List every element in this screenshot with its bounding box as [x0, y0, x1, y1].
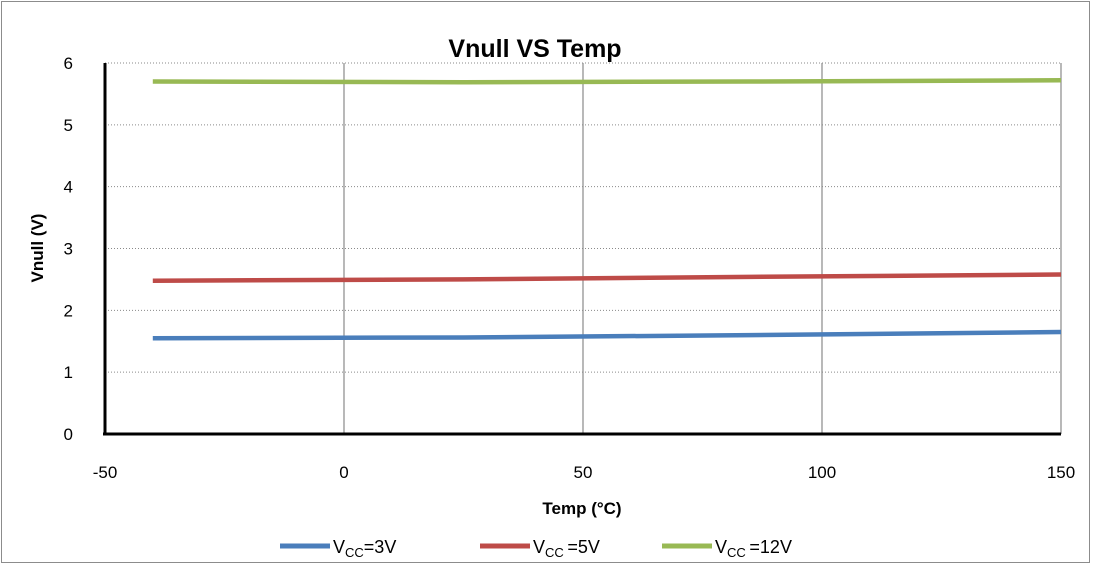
x-axis-label: Temp (°C): [542, 499, 621, 518]
legend: VCC=3V VCC =5V VCC =12V: [280, 537, 792, 560]
y-tick-label: 2: [64, 301, 73, 320]
series-lines: [152, 78, 1062, 341]
y-tick-label: 4: [64, 178, 73, 197]
chart-title: Vnull VS Temp: [448, 35, 621, 63]
legend-entry: VCC =5V: [533, 537, 600, 560]
axes: [103, 63, 1061, 436]
x-tick-label: 0: [339, 463, 348, 482]
x-tick-label: -50: [93, 463, 118, 482]
legend-entry: VCC =12V: [715, 537, 792, 560]
y-tick-label: 0: [64, 425, 73, 444]
series-line-1: [152, 329, 1062, 341]
legend-entry: VCC=3V: [333, 537, 396, 560]
y-tick-label: 3: [64, 240, 73, 259]
x-tick-label: 100: [808, 463, 836, 482]
grid-lines: [105, 62, 1062, 434]
series-line-2: [152, 272, 1062, 283]
y-tick-labels: 0 1 2 3 4 5 6: [64, 54, 73, 444]
y-tick-label: 6: [64, 54, 73, 73]
series-line-3: [152, 78, 1062, 85]
y-tick-label: 1: [64, 363, 73, 382]
x-tick-label: 50: [574, 463, 593, 482]
x-tick-labels: -50 0 50 100 150: [93, 463, 1075, 482]
y-axis-label: Vnull (V): [28, 214, 47, 283]
x-tick-label: 150: [1047, 463, 1075, 482]
y-tick-label: 5: [64, 116, 73, 135]
